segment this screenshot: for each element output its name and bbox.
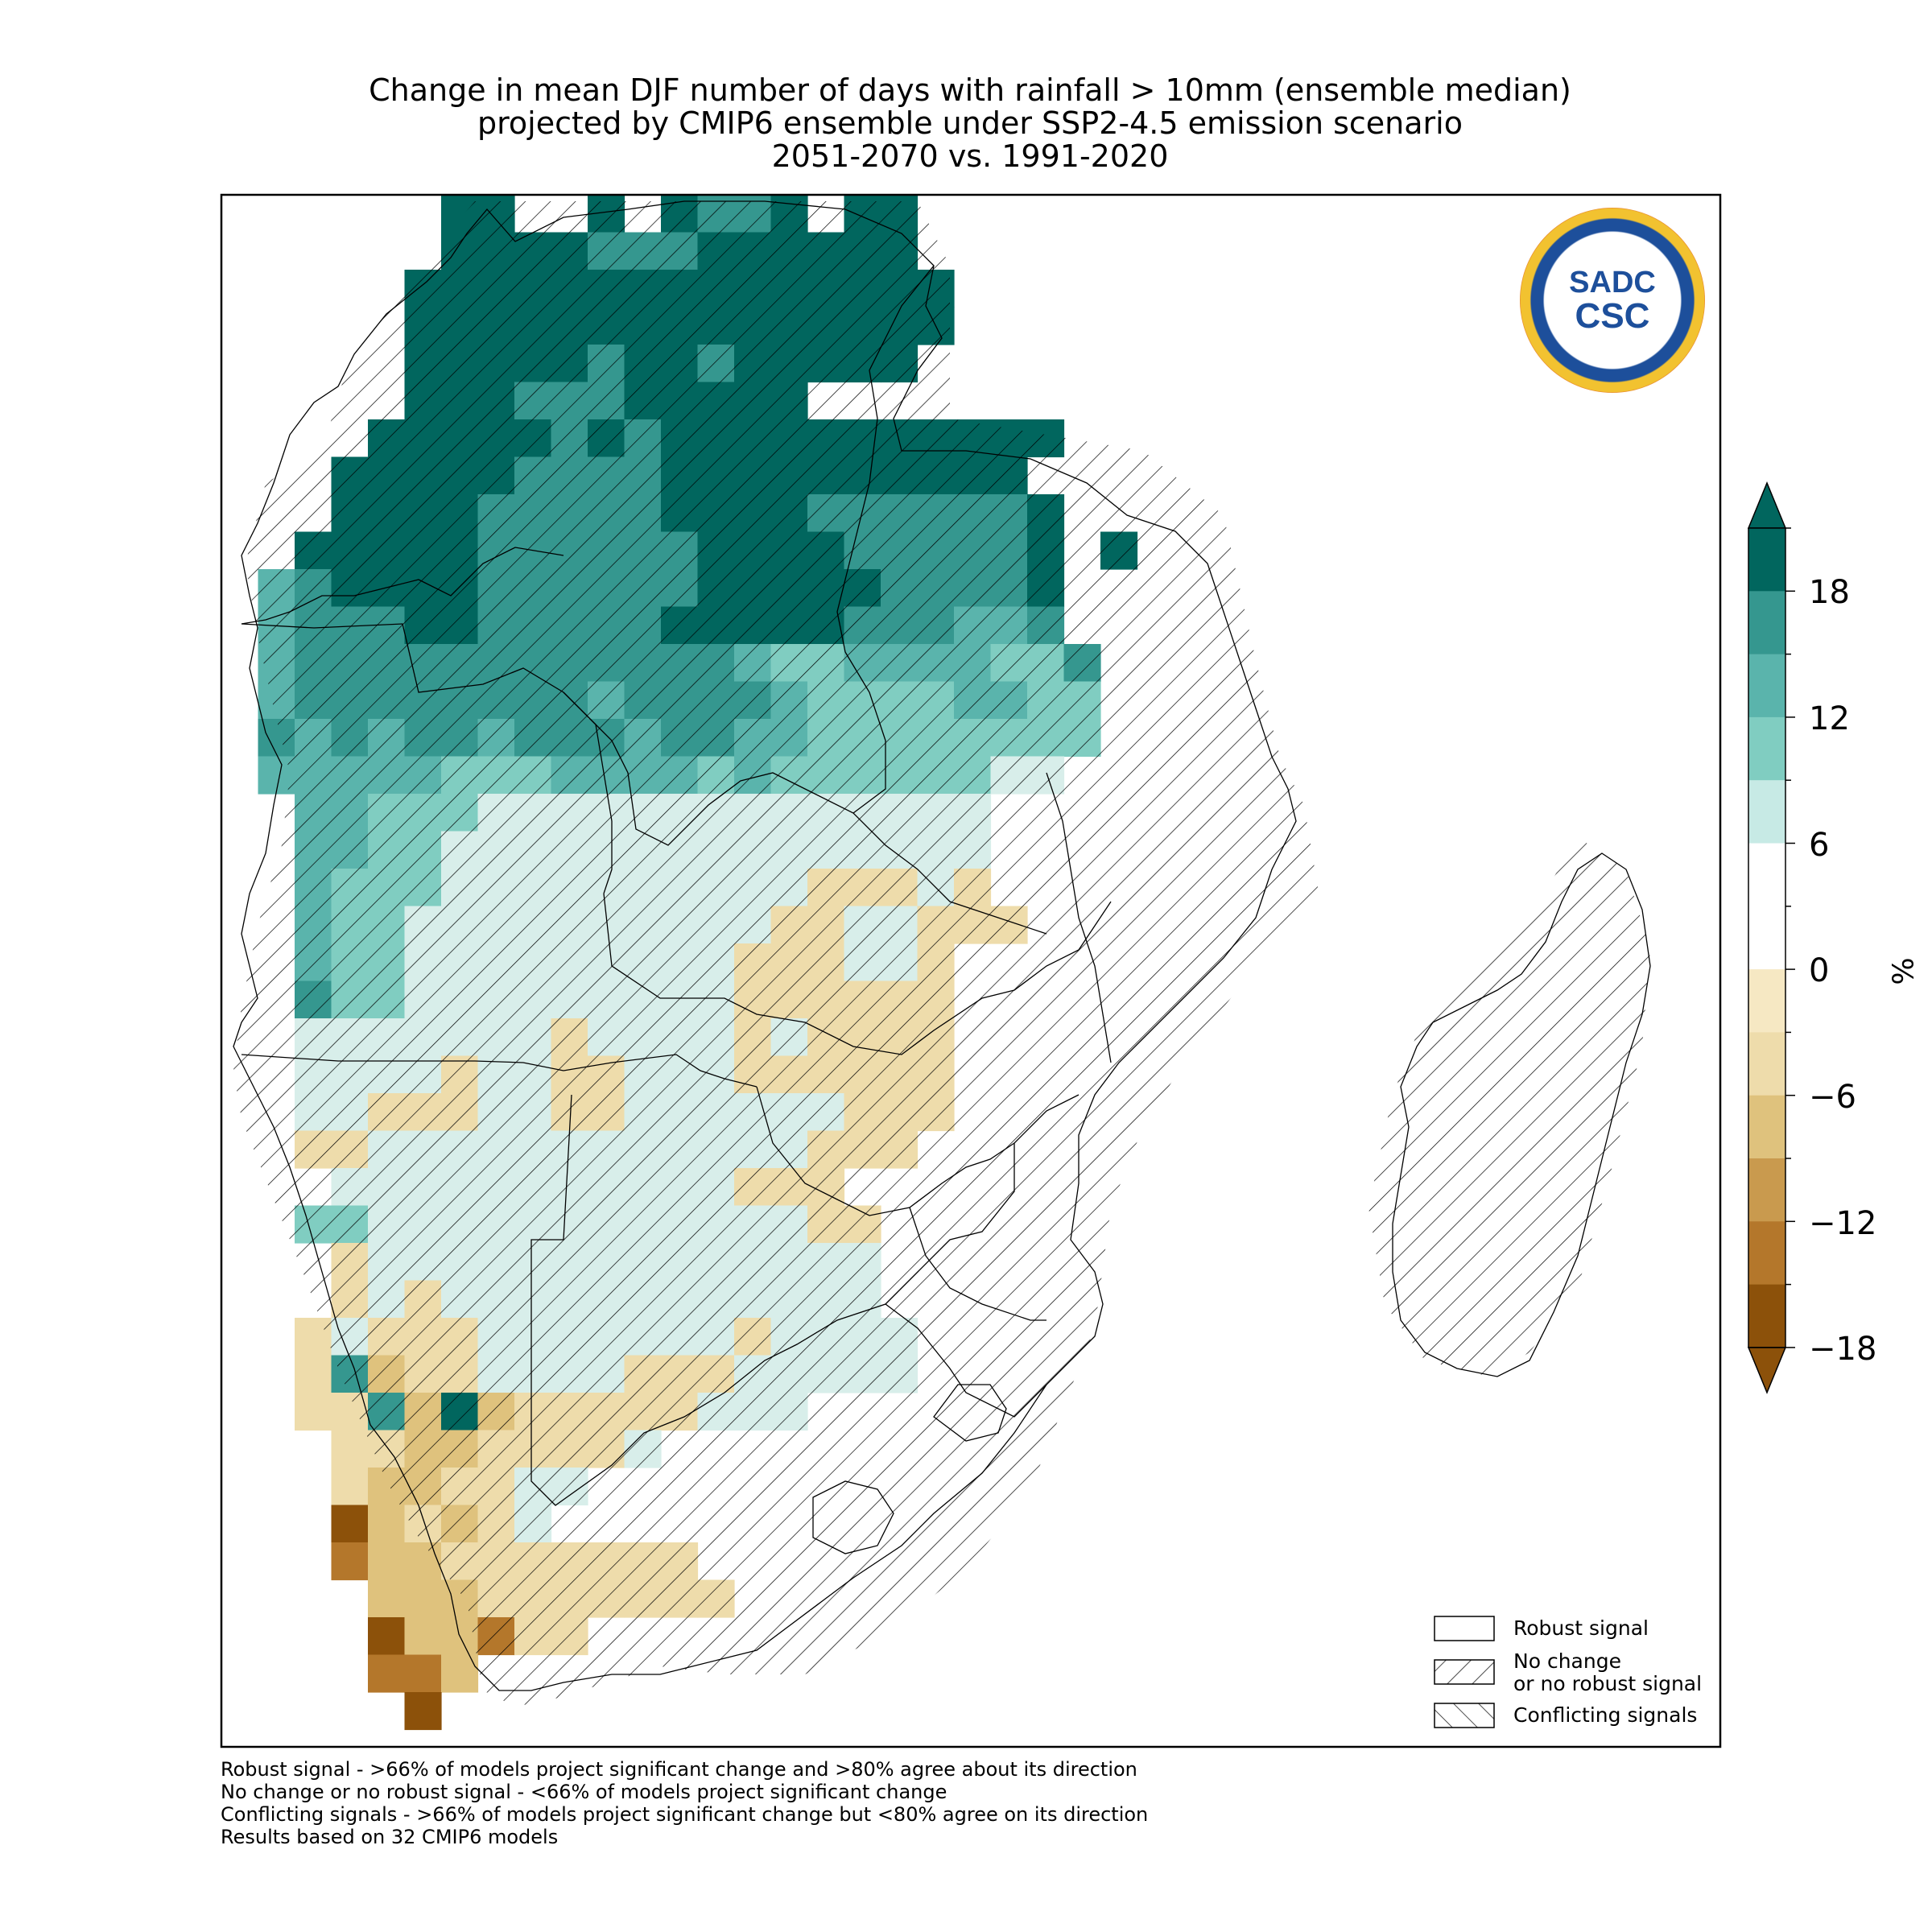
footnote-4: Results based on 32 CMIP6 models [221,1826,559,1848]
legend-label-conflicting: Conflicting signals [1513,1703,1698,1727]
colorbar-band [1748,528,1785,592]
border-i [933,1384,1007,1442]
colorbar-band [1748,1284,1785,1348]
title-line-3: 2051-2070 vs. 1991-2020 [771,138,1169,174]
colorbar-band [1748,716,1785,781]
sadc-csc-logo: SADC CSC [1520,208,1705,393]
colorbar-band [1748,591,1785,655]
legend-swatch-robust [1434,1616,1495,1641]
grid-cell [404,1692,442,1731]
grid-cell [404,1579,442,1618]
colorbar-extend-top [1747,481,1787,529]
grid-cell [368,1654,406,1693]
hatch-overlay [233,201,1650,1707]
footnote-3: Conflicting signals - >66% of models pro… [221,1803,1149,1826]
logo-text: SADC CSC [1569,266,1656,334]
border-e [756,1086,1015,1216]
logo-text-bottom: CSC [1575,296,1650,336]
colorbar-band [1748,1032,1785,1096]
colorbar-band [1748,1158,1785,1222]
legend-label-nochange-1: No change [1513,1649,1621,1673]
footnote-2: No change or no robust signal - <66% of … [221,1781,947,1803]
legend-swatch-nochange [1434,1659,1495,1685]
colorbar-tick-label: −12 [1809,1205,1877,1242]
grid-cell [404,1617,442,1656]
grid-cell [368,1579,406,1618]
grid-cell [368,1542,406,1581]
coastline-mainland [233,200,1297,1691]
colorbar-tick-label: 12 [1809,700,1850,737]
colorbar [1747,481,1795,1394]
colorbar-band [1748,1095,1785,1159]
grid-cell [331,1542,369,1581]
border-j [844,651,886,814]
border-g [885,1303,1047,1418]
grid-cell [368,1505,406,1543]
hatch-region-madagascar [1368,837,1650,1377]
colorbar-tick-label: −6 [1809,1079,1856,1116]
title-line-2: projected by CMIP6 ensemble under SSP2-4… [477,105,1463,141]
colorbar-band [1748,843,1785,907]
border-c [241,1054,758,1088]
map-title: Change in mean DJF number of days with r… [217,74,1723,173]
border-k [1046,772,1112,1063]
legend-swatch-conflicting [1434,1703,1495,1728]
border-f [909,1207,1046,1321]
grid-cell [368,1617,406,1656]
border-h [812,1480,894,1554]
colorbar-band [1748,1221,1785,1286]
border-l [836,265,935,653]
colorbar-band [1748,654,1785,718]
colorbar-band [1748,780,1785,844]
border-m [563,691,613,894]
legend [1434,1616,1495,1728]
border-b [603,893,1112,1055]
border-d [530,1094,1080,1506]
footnote-1: Robust signal - >66% of models project s… [221,1758,1137,1781]
colorbar-tick-label: 18 [1809,574,1850,611]
grid-cell [331,1505,369,1543]
grid-cell [331,1430,369,1468]
grid-cell [441,1654,479,1693]
legend-label-nochange-2: or no robust signal [1513,1672,1703,1695]
grid-cell [295,1393,332,1431]
colorbar-band [1748,969,1785,1033]
grid-cell [295,1355,332,1393]
grid-cell [331,1468,369,1506]
border-a [241,623,1047,935]
coastline-madagascar [1392,852,1651,1377]
title-line-1: Change in mean DJF number of days with r… [369,72,1571,108]
colorbar-tick-label: 0 [1809,952,1830,989]
legend-label-robust: Robust signal [1513,1616,1649,1640]
country-borders [233,200,1651,1691]
colorbar-unit-label: % [1887,957,1921,985]
colorbar-tick-label: −18 [1809,1331,1877,1368]
map-frame [220,193,1722,1748]
footnotes: Robust signal - >66% of models project s… [221,1758,1148,1848]
logo-text-top: SADC [1569,266,1656,299]
colorbar-frame [1748,527,1786,1348]
colorbar-extend-bottom [1747,1347,1787,1394]
grid-cell [404,1654,442,1693]
border-n [241,547,564,625]
hatch-region-mainland [233,201,1320,1707]
colorbar-band [1748,906,1785,970]
colorbar-tick-label: 6 [1809,827,1830,864]
